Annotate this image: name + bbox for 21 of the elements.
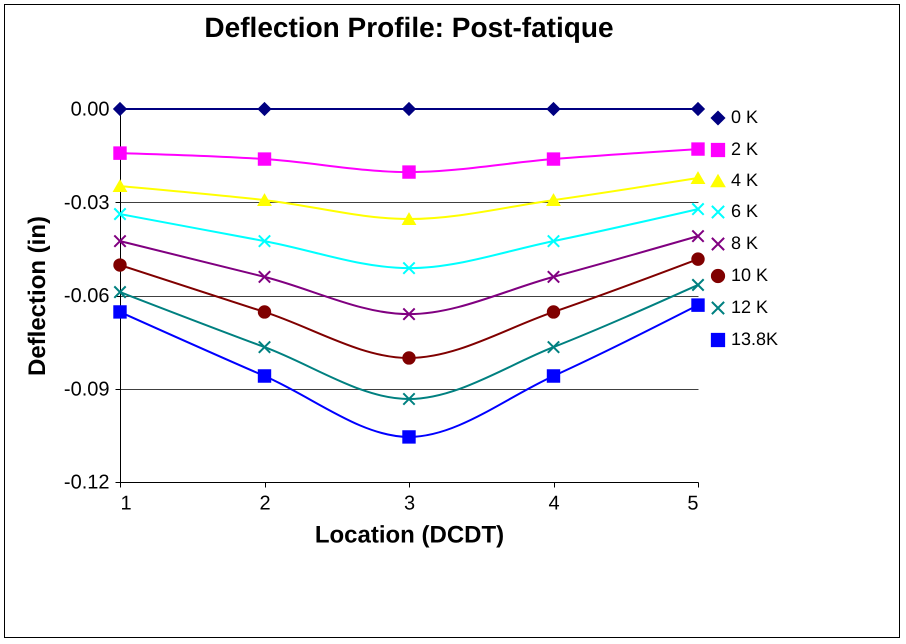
legend-label: 0 K [731, 107, 758, 127]
chart-title: Deflection Profile: Post-fatique [204, 12, 614, 43]
x-tick-label: 3 [404, 492, 416, 514]
y-tick-label: -0.06 [64, 285, 110, 307]
legend-label: 2 K [731, 139, 758, 159]
legend-label: 12 K [731, 297, 768, 317]
x-axis-title: Location (DCDT) [314, 522, 504, 548]
y-tick-label: -0.12 [64, 472, 110, 494]
y-tick-label: -0.03 [64, 192, 110, 214]
legend-label: 4 K [731, 170, 758, 190]
legend-label: 10 K [731, 265, 768, 285]
x-tick-label: 1 [120, 492, 132, 514]
x-tick-label: 2 [259, 492, 271, 514]
legend-label: 6 K [731, 201, 758, 221]
legend-label: 13.8K [731, 329, 778, 349]
y-tick-label: -0.09 [64, 378, 110, 400]
y-axis-title: Deflection (in) [24, 216, 51, 376]
y-tick-label: 0.00 [70, 98, 110, 120]
x-tick-label: 5 [687, 492, 698, 514]
x-tick-label: 4 [548, 492, 560, 514]
legend-label: 8 K [731, 233, 758, 253]
